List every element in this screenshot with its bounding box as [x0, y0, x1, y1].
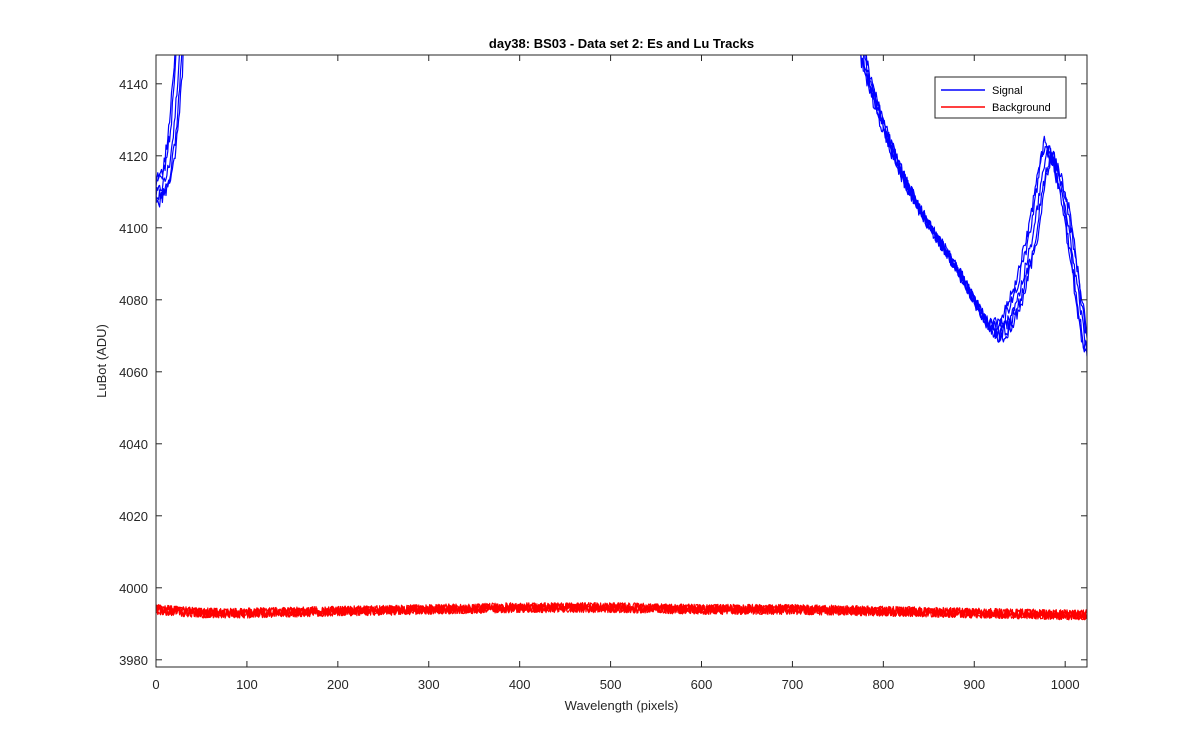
y-tick-label: 4100 — [119, 221, 148, 236]
y-tick-label: 4060 — [119, 365, 148, 380]
plot-area — [156, 55, 1087, 667]
x-tick-label: 800 — [872, 677, 894, 692]
axis-ticks: 0 100 200 300 400 500 600 700 800 900 1000 3980 4000… — [119, 55, 1087, 692]
x-tick-label: 900 — [963, 677, 985, 692]
series-line-signal-trace — [156, 55, 1087, 342]
legend-box — [934, 76, 1067, 119]
chart-title: day38: BS03 - Data set 2: Es and Lu Trac… — [489, 36, 754, 51]
y-tick-label: 3980 — [119, 653, 148, 668]
y-tick-label: 4140 — [119, 77, 148, 92]
series-line-background-trace — [156, 602, 1087, 620]
x-tick-label: 500 — [600, 677, 622, 692]
x-tick-label: 400 — [509, 677, 531, 692]
y-tick-label: 4120 — [119, 149, 148, 164]
x-tick-label: 600 — [691, 677, 713, 692]
y-tick-label: 4000 — [119, 581, 148, 596]
y-tick-label: 4080 — [119, 293, 148, 308]
legend-label-signal: Signal — [992, 85, 1023, 97]
x-tick-label: 100 — [236, 677, 258, 692]
axes-box — [155, 54, 1088, 668]
legend: Signal Background — [934, 76, 1067, 119]
y-tick-label: 4040 — [119, 437, 148, 452]
x-tick-label: 300 — [418, 677, 440, 692]
series-line-signal-trace — [156, 55, 1087, 343]
y-tick-label: 4020 — [119, 509, 148, 524]
legend-label-background: Background — [992, 102, 1051, 114]
x-tick-label: 200 — [327, 677, 349, 692]
x-tick-label: 1000 — [1051, 677, 1080, 692]
y-axis-label: LuBot (ADU) — [94, 324, 109, 398]
x-tick-label: 700 — [782, 677, 804, 692]
x-axis-label: Wavelength (pixels) — [565, 698, 679, 713]
x-tick-label: 0 — [152, 677, 159, 692]
series-layer — [156, 55, 1087, 621]
